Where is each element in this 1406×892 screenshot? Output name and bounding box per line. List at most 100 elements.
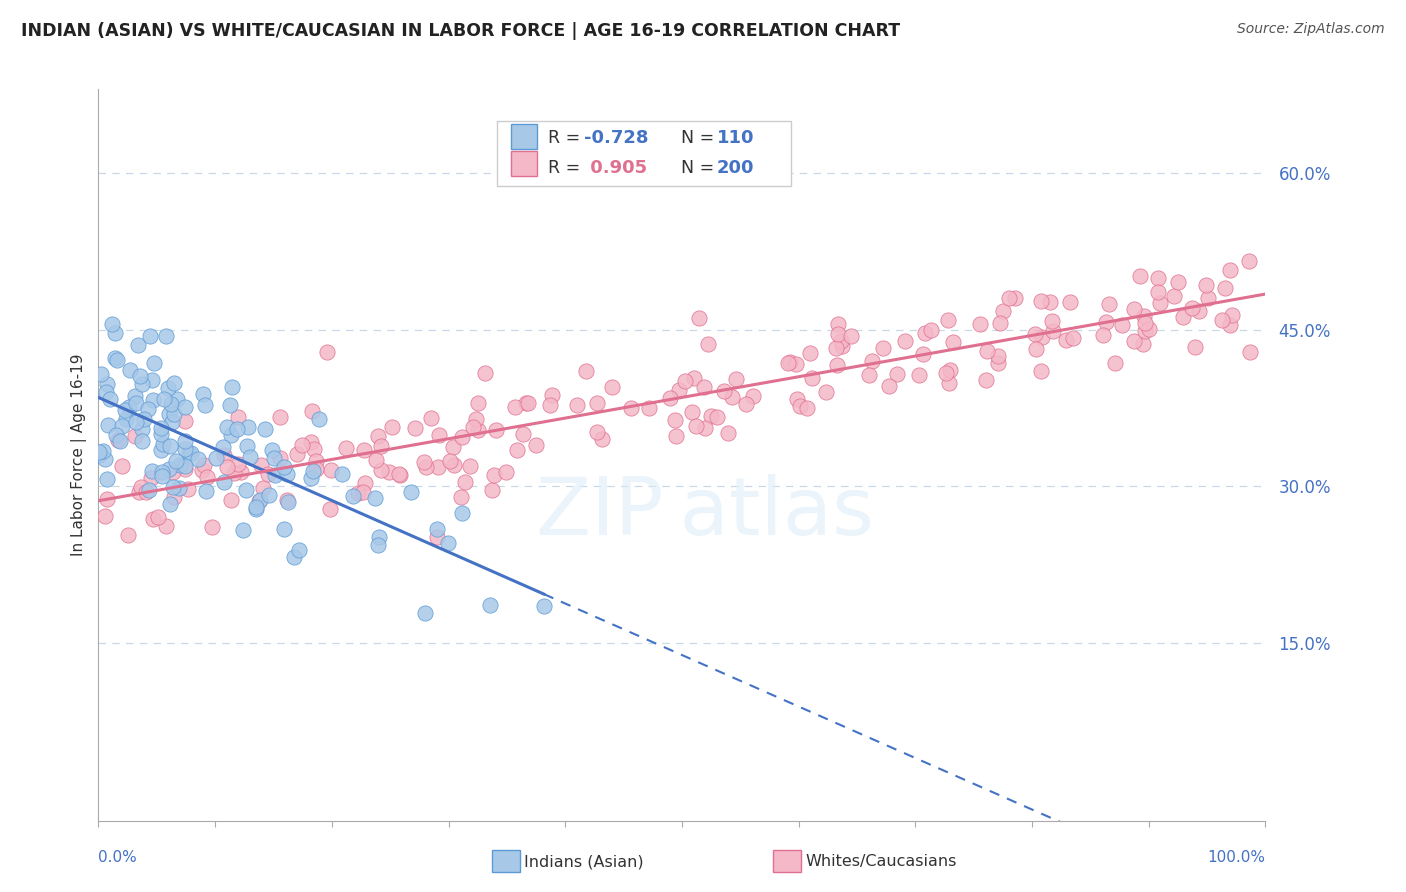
- Point: [1137, 322, 1160, 336]
- Point: [1149, 295, 1171, 310]
- Point: [713, 384, 735, 399]
- Point: [155, 328, 177, 343]
- Point: [136, 402, 159, 417]
- Point: [364, 491, 387, 505]
- Point: [506, 442, 529, 457]
- Text: 200: 200: [717, 159, 754, 177]
- Text: Indians (Asian): Indians (Asian): [524, 855, 644, 869]
- Point: [799, 346, 821, 360]
- Point: [1166, 276, 1188, 290]
- Point: [163, 376, 186, 391]
- Point: [450, 506, 472, 520]
- Point: [221, 380, 243, 394]
- Point: [1219, 318, 1241, 332]
- Point: [935, 366, 957, 380]
- Point: [974, 372, 997, 386]
- Point: [426, 522, 449, 536]
- Point: [308, 412, 330, 426]
- Point: [796, 401, 818, 415]
- Point: [127, 337, 149, 351]
- Point: [779, 355, 801, 369]
- Point: [152, 392, 174, 406]
- Point: [104, 427, 127, 442]
- Point: [464, 412, 486, 426]
- Point: [370, 439, 392, 453]
- Point: [342, 489, 364, 503]
- Point: [1062, 331, 1084, 345]
- Point: [920, 323, 942, 337]
- Point: [276, 492, 298, 507]
- Point: [700, 409, 723, 423]
- Point: [541, 388, 564, 402]
- Point: [173, 400, 195, 414]
- Point: [269, 410, 291, 425]
- Point: [330, 467, 353, 481]
- Point: [319, 502, 342, 516]
- Point: [194, 398, 217, 412]
- Point: [299, 435, 322, 450]
- Text: INDIAN (ASIAN) VS WHITE/CAUCASIAN IN LABOR FORCE | AGE 16-19 CORRELATION CHART: INDIAN (ASIAN) VS WHITE/CAUCASIAN IN LAB…: [21, 22, 900, 40]
- Point: [673, 374, 696, 388]
- Point: [404, 421, 426, 435]
- Point: [257, 488, 280, 502]
- Point: [283, 549, 305, 564]
- Text: N =: N =: [682, 159, 720, 177]
- Text: ZIP atlas: ZIP atlas: [536, 475, 875, 552]
- Point: [353, 443, 375, 458]
- Point: [1042, 324, 1064, 338]
- Point: [969, 317, 991, 331]
- Point: [262, 442, 284, 457]
- Point: [160, 415, 183, 429]
- Point: [134, 411, 156, 425]
- Point: [305, 461, 328, 475]
- Point: [893, 334, 915, 349]
- Point: [190, 463, 212, 477]
- Point: [212, 475, 235, 490]
- Point: [1163, 289, 1185, 303]
- Point: [180, 446, 202, 460]
- Point: [1122, 302, 1144, 317]
- Point: [160, 397, 183, 411]
- Point: [114, 402, 136, 417]
- Point: [335, 441, 357, 455]
- Point: [214, 448, 236, 462]
- Point: [125, 396, 148, 410]
- Point: [193, 386, 215, 401]
- Point: [585, 425, 607, 439]
- Point: [914, 326, 936, 340]
- Point: [291, 437, 314, 451]
- Point: [187, 452, 209, 467]
- Point: [159, 439, 181, 453]
- Point: [997, 291, 1019, 305]
- Point: [415, 460, 437, 475]
- Point: [427, 459, 450, 474]
- Point: [413, 606, 436, 620]
- Point: [162, 465, 184, 479]
- Point: [212, 440, 235, 454]
- Point: [1132, 337, 1154, 351]
- Point: [97, 418, 120, 433]
- Point: [485, 423, 508, 437]
- Point: [273, 459, 295, 474]
- Point: [249, 493, 271, 508]
- Point: [461, 420, 484, 434]
- Point: [1135, 324, 1157, 338]
- Point: [218, 398, 240, 412]
- Text: Source: ZipAtlas.com: Source: ZipAtlas.com: [1237, 22, 1385, 37]
- Point: [169, 481, 191, 495]
- Point: [1098, 297, 1121, 311]
- Point: [163, 407, 186, 421]
- Point: [105, 353, 128, 368]
- Point: [574, 364, 596, 378]
- Point: [1059, 295, 1081, 310]
- Point: [1094, 315, 1116, 329]
- Point: [1213, 281, 1236, 295]
- Point: [825, 358, 848, 372]
- Point: [827, 326, 849, 341]
- Point: [742, 389, 765, 403]
- Point: [886, 367, 908, 381]
- Point: [1122, 334, 1144, 349]
- Point: [346, 486, 368, 500]
- Point: [141, 471, 163, 485]
- Point: [149, 426, 172, 441]
